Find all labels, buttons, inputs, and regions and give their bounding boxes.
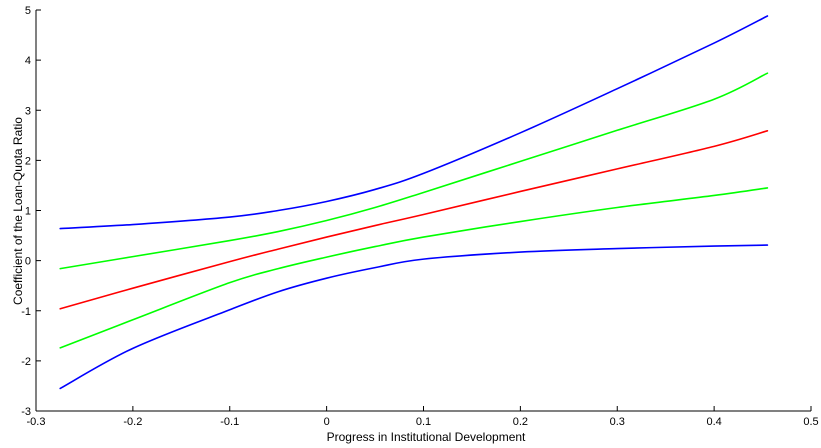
x-tick-label: 0 xyxy=(324,416,330,428)
axes-layer: -0.3 -0.2 -0.1 0 0.1 0.2 0.3 0.4 0.5 -3 -2 -1 0 1 2 3 4 5 xyxy=(21,5,818,428)
upper-inner-band-line xyxy=(59,72,769,270)
lower-outer-band-line xyxy=(59,244,769,390)
x-tick-label: 0.3 xyxy=(610,416,625,428)
y-tick-label: -2 xyxy=(21,356,31,368)
x-tick-label: 0.2 xyxy=(513,416,528,428)
x-tick-label: 0.4 xyxy=(706,416,721,428)
y-tick-label: 1 xyxy=(25,206,31,218)
x-tick-label: 0.1 xyxy=(416,416,431,428)
x-axis-title: Progress in Institutional Development xyxy=(327,430,526,444)
lower-inner-band-line xyxy=(59,187,769,349)
x-tick-label: -0.1 xyxy=(220,416,239,428)
estimate-line xyxy=(59,130,769,310)
y-tick-label: -1 xyxy=(21,306,31,318)
upper-outer-band-line xyxy=(59,15,769,230)
x-tick-label: 0.5 xyxy=(803,416,818,428)
y-axis-title: Coefficient of the Loan-Quota Ratio xyxy=(11,117,25,305)
y-tick-label: 3 xyxy=(25,105,31,117)
y-tick-label: 2 xyxy=(25,155,31,167)
x-tick-label: -0.2 xyxy=(123,416,142,428)
y-tick-label: 5 xyxy=(25,5,31,17)
y-tick-label: -3 xyxy=(21,406,31,418)
y-tick-label: 0 xyxy=(25,256,31,268)
x-tick-label: -0.3 xyxy=(27,416,46,428)
series-layer xyxy=(59,15,769,390)
y-tick-label: 4 xyxy=(25,55,31,67)
